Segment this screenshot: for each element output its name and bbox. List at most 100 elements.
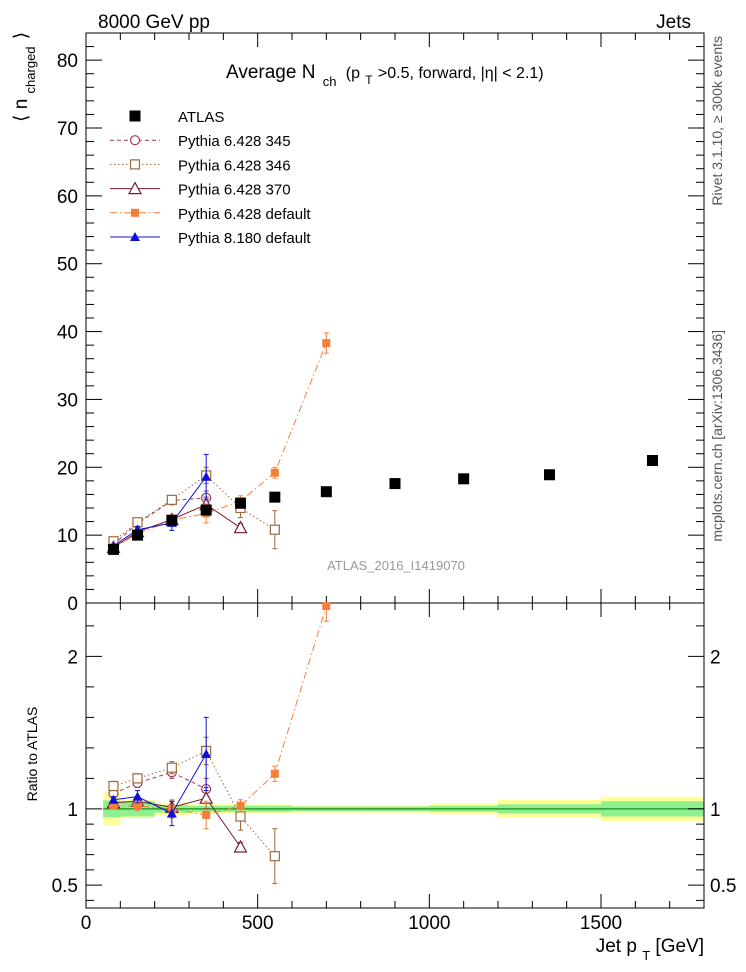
header-left: 8000 GeV pp [98, 12, 210, 33]
data-point [233, 839, 248, 853]
data-point [201, 471, 212, 481]
legend-marker [131, 208, 139, 217]
data-point [132, 773, 143, 784]
x-axis-label-sub: T [642, 948, 650, 963]
legend-label: Pythia 8.180 default [178, 230, 311, 247]
legend-entry-atlas: ATLAS [129, 109, 224, 126]
plot-title-rest-sub: T [365, 73, 373, 87]
series-pythia-6-428-345 [108, 490, 212, 801]
data-point [166, 808, 177, 818]
analysis-id: ATLAS_2016_I1419070 [327, 558, 465, 573]
y-tick-label-main: 30 [57, 390, 78, 411]
data-point [200, 504, 212, 516]
data-point [132, 791, 143, 801]
x-tick-label: 1000 [408, 913, 450, 934]
y-tick-label-main: 10 [57, 526, 78, 547]
data-point [166, 762, 177, 773]
data-point [270, 769, 279, 778]
data-point [133, 801, 142, 810]
plot-title-tail: >0.5, forward, |η| < 2.1) [378, 65, 544, 82]
legend-marker [129, 110, 141, 122]
legend-marker [129, 159, 141, 170]
data-point [109, 801, 118, 810]
legend-entry-pythia-6-428-370: Pythia 6.428 370 [110, 181, 291, 199]
legend: ATLAS Pythia 6.428 345 Pythia 6.428 346 Pyt… [110, 109, 311, 247]
series-atlas [107, 455, 658, 555]
series-pythia-8-180-default [108, 453, 212, 827]
plot-title-main: Average N [226, 62, 315, 83]
data-point [269, 524, 280, 535]
y-tick-label-main: 40 [57, 323, 78, 344]
series-pythia-6-428-370 [106, 496, 248, 853]
series-line [113, 497, 207, 546]
x-tick-label: 0 [81, 913, 92, 934]
data-point [647, 455, 658, 466]
mcplots-label: mcplots.cern.ch [arXiv:1306.3436] [709, 330, 725, 542]
data-point [270, 468, 279, 477]
legend-entry-pythia-6-428-345: Pythia 6.428 345 [110, 133, 291, 150]
legend-entry-pythia-8-180-default: Pythia 8.180 default [110, 230, 311, 247]
rivet-label: Rivet 3.1.10, ≥ 300k events [709, 36, 725, 206]
ratio-reference-band [103, 792, 704, 826]
data-point [544, 469, 555, 481]
data-point [201, 748, 212, 758]
series-line [113, 605, 327, 816]
legend-marker [130, 232, 140, 241]
series-line [113, 753, 207, 815]
y-tick-label-ratio-right: 1 [710, 800, 721, 821]
legend-entry-pythia-6-428-346: Pythia 6.428 346 [110, 157, 291, 174]
legend-label: Pythia 6.428 370 [178, 182, 291, 199]
x-tick-label: 500 [242, 913, 274, 934]
y-tick-label-main: 20 [57, 458, 78, 479]
series-line [113, 771, 207, 795]
plot-title-rest: (p [346, 65, 360, 82]
series-line [113, 342, 327, 549]
legend-label: Pythia 6.428 default [178, 206, 311, 223]
series-pythia-6-428-default [109, 332, 331, 830]
data-point [320, 486, 332, 498]
data-point [269, 491, 281, 503]
data-point [108, 780, 119, 792]
data-point [458, 473, 470, 485]
data-point [166, 494, 177, 505]
data-point [389, 478, 401, 490]
y-axis-label-main-right: ⟩ [11, 32, 32, 39]
y-tick-label-ratio-right: 0.5 [710, 876, 736, 897]
x-axis-label-main: Jet p [596, 936, 637, 957]
data-point [132, 529, 143, 541]
y-tick-label-main: 50 [57, 255, 78, 276]
series-line [113, 476, 207, 547]
data-point [322, 339, 331, 348]
series-line [113, 474, 276, 542]
y-axis-label-main-left: ⟨ n [11, 99, 32, 122]
data-point [233, 520, 248, 534]
y-tick-label-ratio: 0.5 [52, 876, 78, 897]
y-tick-label-main: 80 [57, 51, 78, 72]
ratio-panel-frame [85, 602, 705, 909]
plot-title-sub: ch [323, 74, 337, 89]
y-axis-label-ratio: Ratio to ATLAS [24, 707, 40, 802]
data-point [235, 497, 246, 509]
y-tick-label-ratio: 1 [67, 800, 78, 821]
y-tick-label-main: 0 [67, 594, 78, 615]
legend-label: ATLAS [178, 109, 224, 126]
y-tick-label-ratio-right: 2 [710, 647, 721, 668]
header-right: Jets [656, 12, 691, 33]
legend-marker [129, 135, 141, 146]
data-point [236, 801, 245, 810]
y-axis-label-main-sub: charged [23, 46, 38, 93]
data-point [108, 794, 119, 804]
axes: 0 500 1000 1500 0 10 20 30 40 50 60 70 80 0.5 0.5 1 1 2 2 [52, 32, 736, 934]
data-point [166, 514, 178, 526]
legend-entry-pythia-6-428-default: Pythia 6.428 default [110, 206, 311, 223]
data-point [322, 602, 331, 611]
data-point [107, 543, 119, 555]
x-axis-label-unit: [GeV] [655, 936, 704, 957]
y-tick-label-main: 70 [57, 119, 78, 140]
legend-label: Pythia 6.428 345 [178, 133, 291, 150]
plot-title: Average N ch (p T >0.5, forward, |η| < 2… [226, 62, 544, 91]
y-axis-label-main: ⟨ n charged ⟩ [11, 32, 40, 122]
legend-label: Pythia 6.428 346 [178, 157, 291, 174]
y-tick-label-ratio: 2 [67, 647, 78, 668]
